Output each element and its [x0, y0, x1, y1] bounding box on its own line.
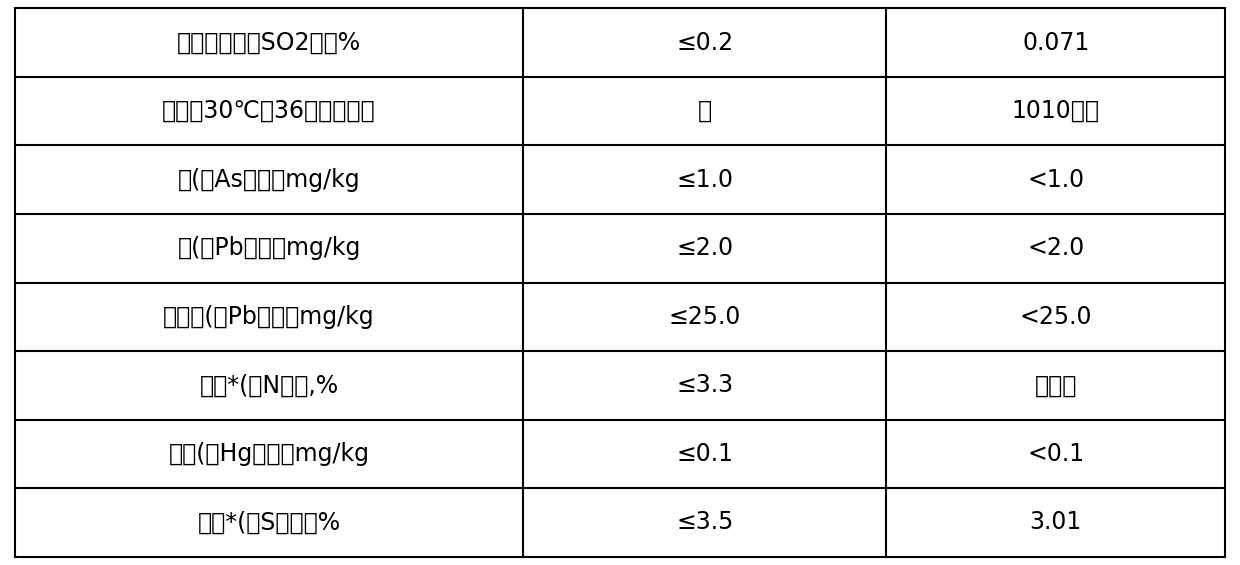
Text: 未检出: 未检出 — [1034, 373, 1076, 397]
Text: 0.071: 0.071 — [1022, 31, 1089, 55]
Text: 1010厘泊: 1010厘泊 — [1012, 99, 1100, 123]
Text: ≤25.0: ≤25.0 — [668, 305, 742, 329]
Text: 铅(以Pb计），mg/kg: 铅(以Pb计），mg/kg — [177, 236, 361, 260]
Text: <2.0: <2.0 — [1027, 236, 1084, 260]
Text: 3.01: 3.01 — [1029, 510, 1081, 534]
Text: 重金属(以Pb计），mg/kg: 重金属(以Pb计），mg/kg — [164, 305, 374, 329]
Text: ≤0.2: ≤0.2 — [676, 31, 733, 55]
Text: <1.0: <1.0 — [1027, 168, 1084, 192]
Text: 砿(以As计），mg/kg: 砿(以As计），mg/kg — [177, 168, 361, 192]
Text: <0.1: <0.1 — [1027, 442, 1084, 466]
Text: ≤3.3: ≤3.3 — [676, 373, 733, 397]
Text: 粘度（30℃、36波美）厘泊: 粘度（30℃、36波美）厘泊 — [162, 99, 376, 123]
Text: ≤3.5: ≤3.5 — [676, 510, 733, 534]
Text: ≤1.0: ≤1.0 — [676, 168, 733, 192]
Text: 总硫*(以S计），%: 总硫*(以S计），% — [197, 510, 341, 534]
Text: 二氧化硫（以SO2计）%: 二氧化硫（以SO2计）% — [177, 31, 361, 55]
Text: ≤0.1: ≤0.1 — [676, 442, 733, 466]
Text: 总汞(以Hg计），mg/kg: 总汞(以Hg计），mg/kg — [169, 442, 370, 466]
Text: ≤2.0: ≤2.0 — [676, 236, 733, 260]
Text: 总氮*(以N计）,%: 总氮*(以N计）,% — [200, 373, 339, 397]
Text: 无: 无 — [698, 99, 712, 123]
Text: <25.0: <25.0 — [1019, 305, 1092, 329]
